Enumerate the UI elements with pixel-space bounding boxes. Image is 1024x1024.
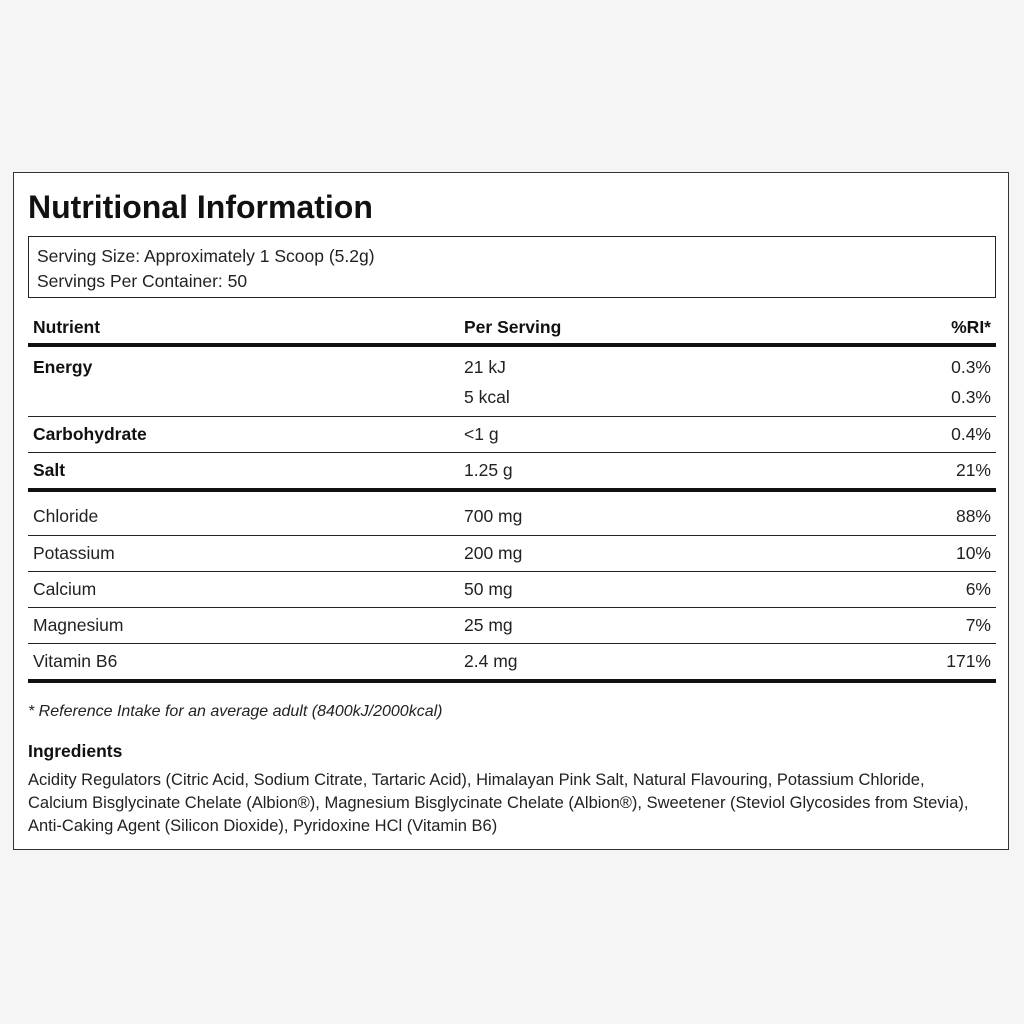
- per-serving-value: 21 kJ: [464, 357, 506, 377]
- per-serving-value: 25 mg: [464, 615, 513, 635]
- table-row-carbohydrate: Carbohydrate <1 g 0.4%: [28, 417, 996, 453]
- page-title: Nutritional Information: [28, 189, 373, 225]
- header-nutrient: Nutrient: [33, 317, 101, 337]
- table-row-energy-kcal: 5 kcal 0.3%: [28, 381, 996, 417]
- nutrient-name: Salt: [33, 460, 66, 480]
- nutrient-name: Carbohydrate: [33, 424, 147, 444]
- ri-value: 88%: [955, 506, 991, 526]
- nutrient-name: Potassium: [33, 543, 115, 563]
- per-serving-value: <1 g: [464, 424, 499, 444]
- table-row-energy-kj: Energy 21 kJ 0.3%: [28, 347, 996, 381]
- serving-info-box: Serving Size: Approximately 1 Scoop (5.2…: [28, 236, 996, 298]
- header-ri: %RI*: [951, 317, 991, 337]
- nutrient-name: Magnesium: [33, 615, 124, 635]
- ri-value: 21%: [955, 460, 991, 480]
- per-serving-value: 50 mg: [464, 579, 513, 599]
- reference-intake-footnote: * Reference Intake for an average adult …: [28, 703, 443, 720]
- header-per-serving: Per Serving: [464, 317, 562, 337]
- nutrient-name: Chloride: [33, 506, 99, 526]
- table-header-row: Nutrient Per Serving %RI*: [28, 313, 996, 347]
- ri-value: 7%: [965, 615, 991, 635]
- servings-per-container: Servings Per Container: 50: [37, 271, 248, 291]
- ri-value: 0.3%: [951, 387, 991, 407]
- serving-size: Serving Size: Approximately 1 Scoop (5.2…: [37, 246, 375, 266]
- ri-value: 0.4%: [951, 424, 991, 444]
- table-row-magnesium: Magnesium 25 mg 7%: [28, 608, 996, 644]
- nutrient-name: Energy: [33, 357, 93, 377]
- nutrient-name: Vitamin B6: [33, 651, 118, 671]
- ri-value: 6%: [965, 579, 991, 599]
- table-row-calcium: Calcium 50 mg 6%: [28, 572, 996, 608]
- ingredients-list: Acidity Regulators (Citric Acid, Sodium …: [28, 771, 969, 835]
- table-row-vitamin-b6: Vitamin B6 2.4 mg 171%: [28, 644, 996, 683]
- ingredients-heading: Ingredients: [28, 741, 123, 761]
- ri-value: 0.3%: [951, 357, 991, 377]
- per-serving-value: 5 kcal: [464, 387, 510, 407]
- per-serving-value: 1.25 g: [464, 460, 513, 480]
- nutrition-table: Nutrient Per Serving %RI* Energy 21 kJ 0…: [28, 313, 996, 683]
- nutrient-name: Calcium: [33, 579, 97, 599]
- nutrition-panel: Nutritional Information Serving Size: Ap…: [13, 172, 1009, 850]
- per-serving-value: 2.4 mg: [464, 651, 518, 671]
- table-row-potassium: Potassium 200 mg 10%: [28, 536, 996, 572]
- ri-value: 171%: [946, 651, 991, 671]
- ri-value: 10%: [955, 543, 991, 563]
- per-serving-value: 700 mg: [464, 506, 523, 526]
- per-serving-value: 200 mg: [464, 543, 523, 563]
- table-row-chloride: Chloride 700 mg 88%: [28, 492, 996, 536]
- table-row-salt: Salt 1.25 g 21%: [28, 453, 996, 492]
